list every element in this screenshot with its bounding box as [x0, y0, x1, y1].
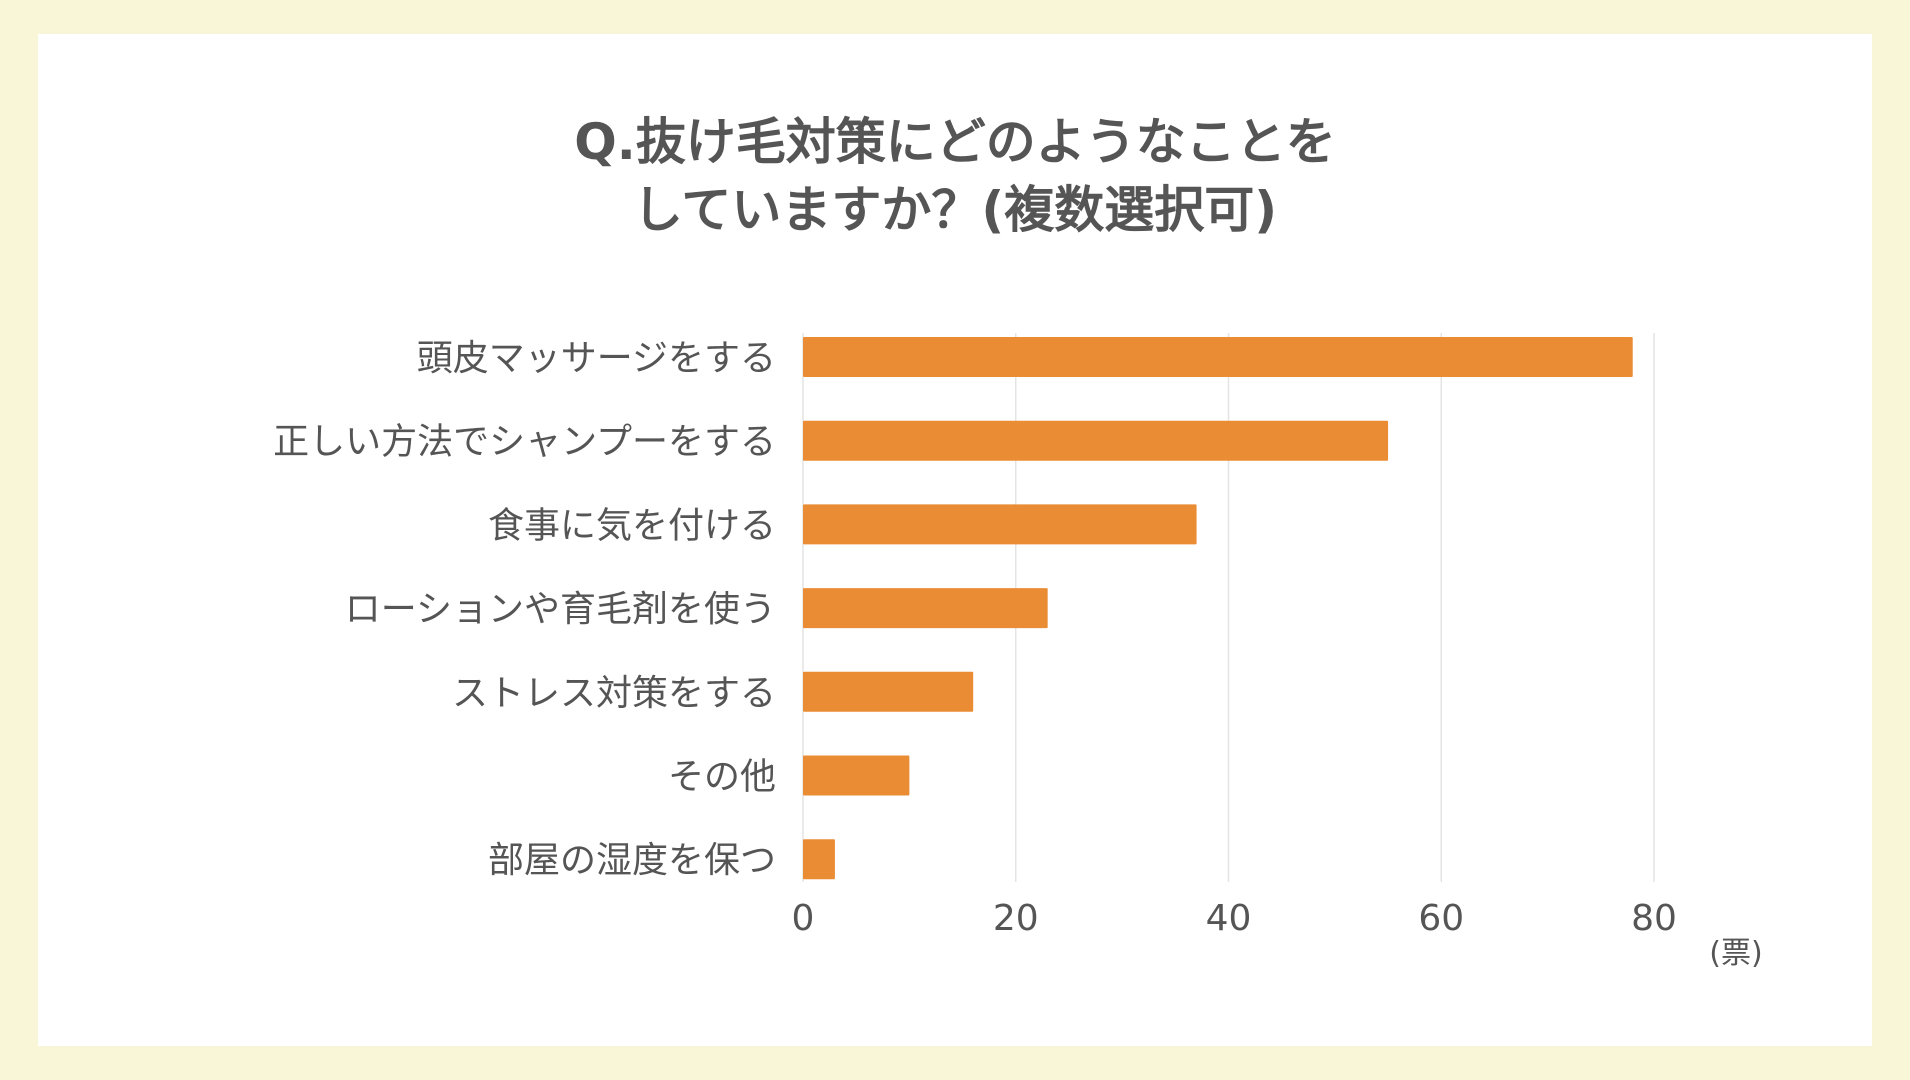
- category-label: 正しい方法でシャンプーをする: [273, 422, 776, 463]
- x-tick-labels: 0 20 40 60 80: [792, 898, 1677, 939]
- category-label: 食事に気を付ける: [488, 505, 776, 546]
- chart-title-line-2: していますか？(複数選択可): [632, 181, 1278, 239]
- x-tick-label: 80: [1631, 898, 1677, 939]
- bar: [803, 755, 910, 796]
- bar: [803, 588, 1048, 629]
- x-tick-label: 0: [792, 898, 815, 939]
- category-label: ストレス対策をする: [452, 673, 776, 714]
- category-labels: 頭皮マッサージをする正しい方法でシャンプーをする食事に気を付けるローションや育毛…: [273, 338, 776, 881]
- category-label: ローションや育毛剤を使う: [345, 589, 776, 630]
- bar: [803, 420, 1389, 461]
- chart-title-line-1: Q.抜け毛対策にどのようなことを: [574, 113, 1336, 171]
- x-tick-label: 40: [1206, 898, 1252, 939]
- x-tick-label: 20: [993, 898, 1039, 939]
- category-label: 頭皮マッサージをする: [417, 338, 776, 379]
- x-tick-label: 60: [1418, 898, 1464, 939]
- bars: [803, 337, 1633, 880]
- category-label: その他: [668, 757, 776, 798]
- category-label: 部屋の湿度を保つ: [488, 840, 776, 881]
- bar: [803, 671, 974, 712]
- x-axis-unit-label: (票): [1709, 936, 1762, 971]
- chart-title: Q.抜け毛対策にどのようなことを していますか？(複数選択可): [0, 108, 1910, 244]
- bar: [803, 337, 1633, 377]
- bar: [803, 839, 835, 880]
- bar: [803, 504, 1197, 545]
